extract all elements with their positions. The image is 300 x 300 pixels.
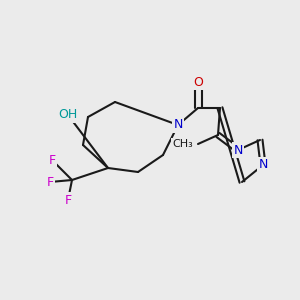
Text: F: F (64, 194, 72, 206)
Text: N: N (233, 143, 243, 157)
Text: N: N (173, 118, 183, 131)
Text: F: F (46, 176, 54, 188)
Text: CH₃: CH₃ (172, 139, 193, 149)
Text: O: O (193, 76, 203, 88)
Text: OH: OH (58, 109, 78, 122)
Text: N: N (258, 158, 268, 172)
Text: F: F (48, 154, 56, 166)
